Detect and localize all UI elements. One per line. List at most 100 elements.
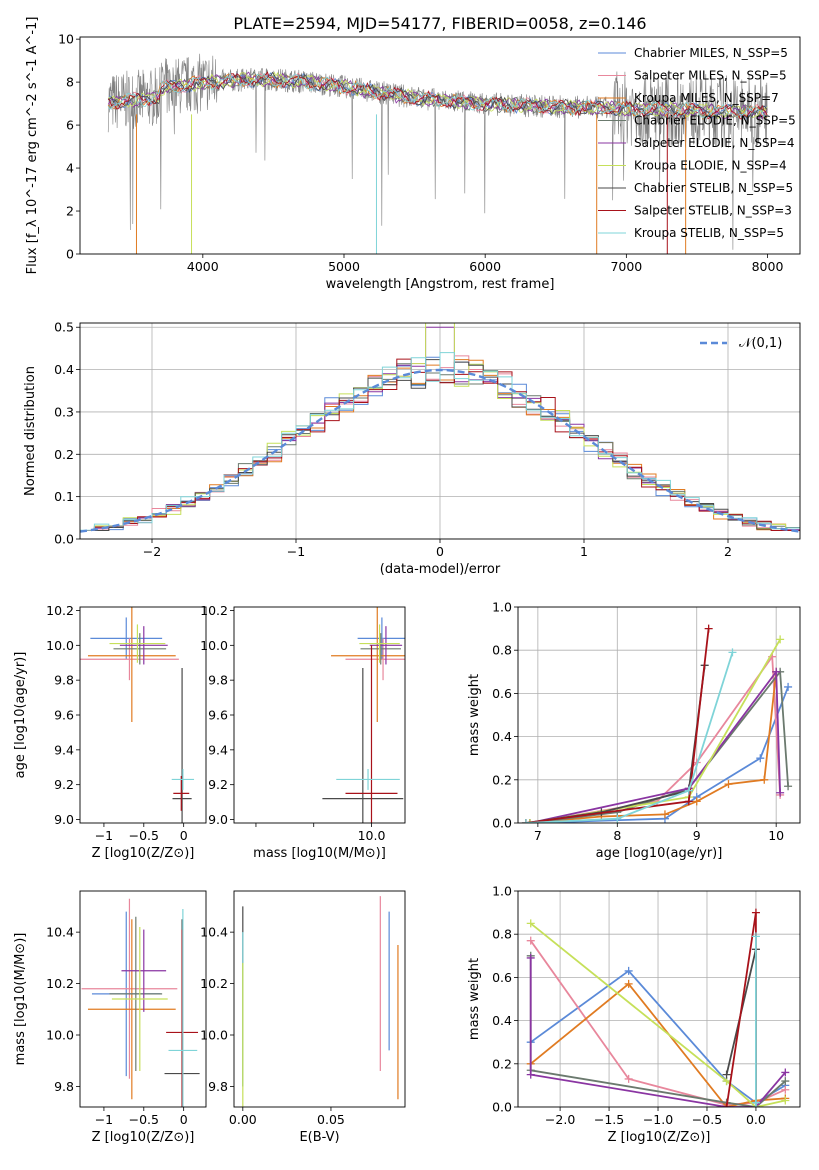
errorbar-point bbox=[345, 638, 405, 681]
weight-marker bbox=[781, 1085, 790, 1094]
y-tick-label: 0.6 bbox=[492, 686, 512, 701]
axes-frame bbox=[79, 322, 801, 540]
weight-marker bbox=[776, 788, 785, 797]
y-tick-label: 0.4 bbox=[492, 1013, 512, 1028]
y-axis-label: mass [log10(M/M⊙)] bbox=[13, 933, 28, 1066]
weight-line bbox=[529, 669, 781, 823]
errorbar-point bbox=[172, 667, 192, 823]
weight-marker bbox=[722, 1103, 731, 1107]
plot-area bbox=[518, 607, 800, 823]
x-tick-label: −2 bbox=[143, 544, 161, 559]
errorbar-point bbox=[87, 919, 176, 1100]
y-tick-label: 6 bbox=[66, 118, 74, 133]
y-tick-label: 0.8 bbox=[492, 927, 512, 942]
axes-frame bbox=[233, 606, 406, 824]
y-tick-label: 1.0 bbox=[492, 600, 512, 615]
legend-label: Salpeter ELODIE, N_SSP=4 bbox=[634, 136, 795, 150]
x-tick-label: 0 bbox=[180, 828, 188, 843]
plot-area bbox=[322, 607, 405, 823]
errorbar-point bbox=[87, 607, 176, 722]
y-tick-label: 0.2 bbox=[492, 772, 512, 787]
weight-marker bbox=[684, 797, 693, 806]
axes-mass-vs-EBV: 0.00 0.05 9.8 10.0 10.2 10.4 E(B-V) bbox=[200, 890, 406, 1145]
weight-marker bbox=[521, 819, 530, 823]
y-tick-label: 10.2 bbox=[46, 603, 74, 618]
weight-marker bbox=[526, 936, 535, 945]
x-axis-label: wavelength [Angstrom, rest frame] bbox=[326, 277, 555, 292]
weight-marker bbox=[756, 754, 765, 763]
x-tick-label: −1 bbox=[95, 828, 113, 843]
x-tick-label: 7000 bbox=[610, 259, 642, 274]
x-axis-label: age [log10(age/yr)] bbox=[596, 846, 723, 861]
plot-area bbox=[80, 323, 800, 539]
normal-curve bbox=[80, 368, 800, 533]
weight-marker bbox=[751, 1098, 760, 1107]
y-axis-label: Flux [f_λ 10^-17 erg cm^-2 s^-1 A^-1] bbox=[25, 17, 40, 275]
x-tick-label: −1.5 bbox=[594, 1112, 624, 1127]
y-tick-label: 9.2 bbox=[208, 777, 228, 792]
y-tick-label: 10.0 bbox=[200, 638, 228, 653]
y-tick-label: 9.0 bbox=[54, 812, 74, 827]
errorbar-point bbox=[345, 645, 398, 823]
y-tick-label: 9.8 bbox=[54, 673, 74, 688]
x-axis-label: Z [log10(Z/Z⊙)] bbox=[92, 846, 195, 861]
y-axis-label: Normed distribution bbox=[23, 366, 38, 496]
errorbar-point bbox=[119, 626, 168, 665]
weight-marker bbox=[781, 1068, 790, 1077]
x-axis-label: (data-model)/error bbox=[380, 562, 501, 577]
y-axis-label: mass weight bbox=[467, 674, 482, 756]
x-tick-label: 8000 bbox=[752, 259, 784, 274]
weight-marker bbox=[724, 780, 733, 789]
axes-frame bbox=[517, 890, 801, 1108]
weight-marker bbox=[613, 814, 622, 823]
y-tick-label: 0.4 bbox=[54, 362, 74, 377]
axes-frame bbox=[233, 890, 406, 1108]
x-tick-label: 7 bbox=[534, 828, 542, 843]
y-tick-label: 1.0 bbox=[492, 884, 512, 899]
weight-marker bbox=[772, 667, 781, 676]
model-line bbox=[108, 71, 768, 120]
errorbar-point bbox=[173, 775, 190, 811]
x-tick-label: 8 bbox=[613, 828, 621, 843]
y-tick-label: 10.4 bbox=[200, 925, 228, 940]
y-tick-label: 0.0 bbox=[54, 532, 74, 547]
figure-title: PLATE=2594, MJD=54177, FIBERID=0058, z=0… bbox=[233, 14, 646, 33]
y-tick-label: 4 bbox=[66, 161, 74, 176]
weight-marker bbox=[525, 819, 534, 823]
y-tick-label: 10.0 bbox=[200, 1028, 228, 1043]
legend-label: Chabrier ELODIE, N_SSP=5 bbox=[634, 114, 796, 128]
x-tick-label: 0.00 bbox=[229, 1112, 257, 1127]
y-tick-label: 10.4 bbox=[46, 925, 74, 940]
legend-label: Salpeter MILES, N_SSP=5 bbox=[634, 69, 787, 83]
x-tick-label: 0 bbox=[180, 1112, 188, 1127]
x-tick-label: 6000 bbox=[469, 259, 501, 274]
axes-frame bbox=[79, 606, 207, 824]
y-tick-label: 0.0 bbox=[492, 1100, 512, 1115]
weight-marker bbox=[760, 775, 769, 784]
model-line bbox=[107, 72, 768, 120]
axes-frame bbox=[79, 890, 207, 1108]
spectrum-data-line bbox=[107, 53, 768, 250]
y-tick-label: 0.2 bbox=[492, 1056, 512, 1071]
errorbar-point bbox=[322, 667, 404, 823]
plot-area bbox=[518, 891, 800, 1107]
y-tick-label: 9.8 bbox=[54, 1079, 74, 1094]
y-tick-label: 10.0 bbox=[46, 1028, 74, 1043]
weight-marker bbox=[784, 782, 793, 791]
errorbar-point bbox=[109, 916, 163, 1071]
x-tick-label: −0.5 bbox=[129, 1112, 159, 1127]
weight-line bbox=[530, 922, 786, 1107]
y-tick-label: 9.4 bbox=[208, 742, 228, 757]
legend-label: Chabrier MILES, N_SSP=5 bbox=[634, 46, 788, 60]
plot-area bbox=[107, 53, 768, 254]
y-tick-label: 10.2 bbox=[200, 603, 228, 618]
weight-marker bbox=[781, 1077, 790, 1086]
weight-line bbox=[530, 982, 786, 1107]
errorbar-point bbox=[168, 909, 198, 1107]
y-tick-label: 9.4 bbox=[54, 742, 74, 757]
model-line bbox=[107, 72, 768, 119]
weight-marker bbox=[526, 919, 535, 928]
axes-spectrum: 4000 5000 6000 7000 8000 0 2 4 6 8 10 wavelength [A… bbox=[25, 17, 801, 292]
x-tick-label: 2 bbox=[724, 544, 732, 559]
